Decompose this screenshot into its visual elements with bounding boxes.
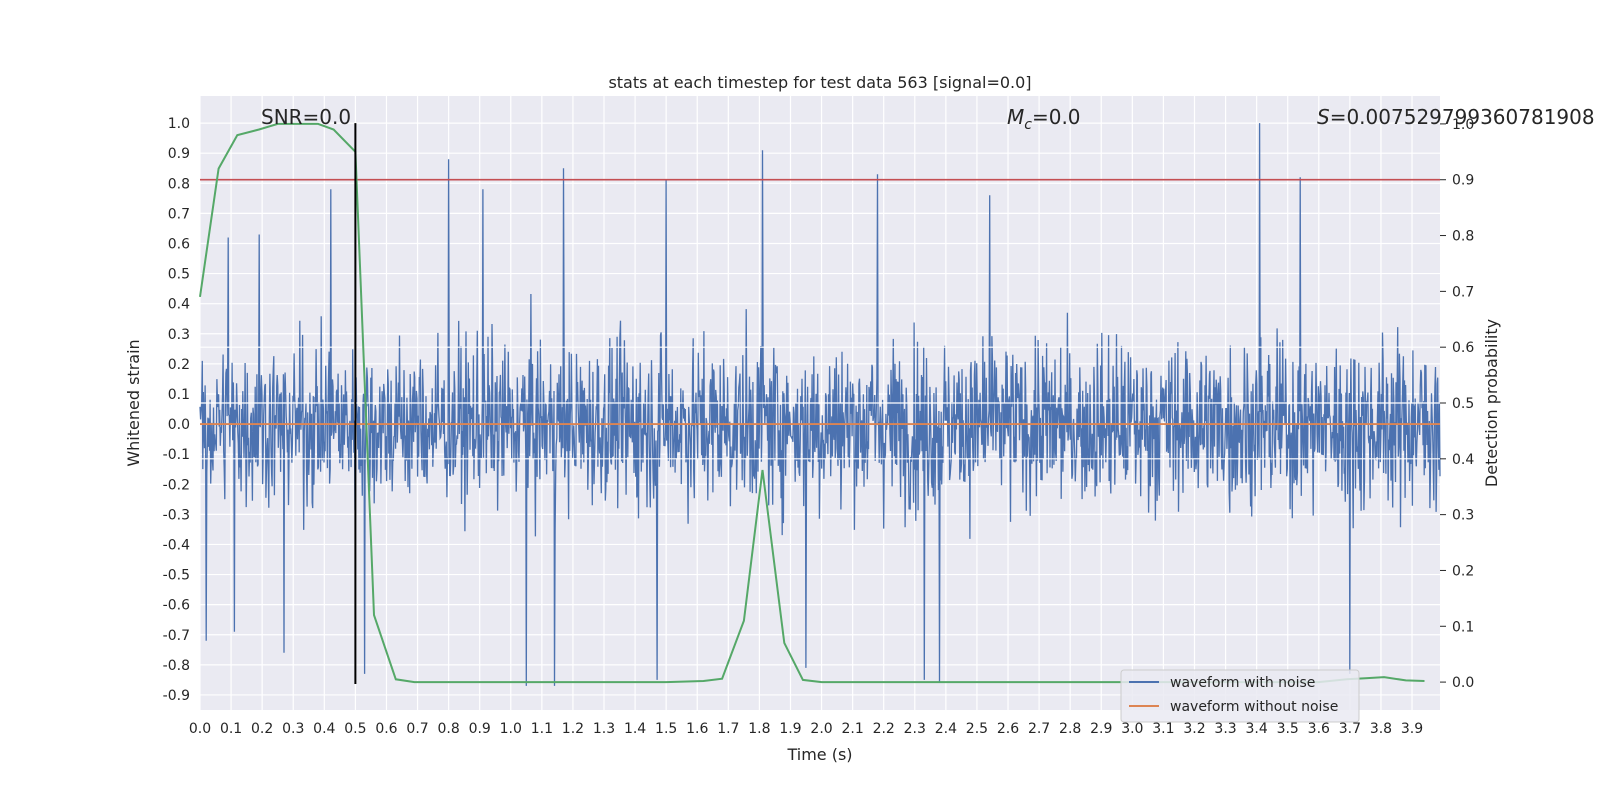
x-tick-label: 1.8: [748, 721, 770, 737]
x-tick-label: 3.7: [1339, 721, 1361, 737]
y-right-tick-label: 0.1: [1452, 619, 1474, 635]
legend-box: [1120, 669, 1360, 723]
x-tick-label: 2.4: [935, 721, 957, 737]
x-tick-label: 1.4: [624, 721, 646, 737]
y-right-tick-label: 1.0: [1452, 117, 1474, 133]
x-tick-label: 2.8: [1059, 721, 1081, 737]
x-tick-label: 1.7: [717, 721, 739, 737]
y-axis-label: Whitened strain: [124, 339, 143, 466]
y-right-axis-ticks: 1.0 0.9 0.8 0.7 0.6 0.5 0.4 0.3 0.2 0.1 0.0: [1440, 117, 1474, 691]
y-tick-label: -0.4: [163, 537, 190, 553]
x-tick-label: 0.5: [344, 721, 366, 737]
y-right-tick-label: 0.9: [1452, 173, 1474, 189]
y-tick-label: -0.5: [163, 568, 190, 584]
chirp-mass-symbol: M: [1007, 105, 1024, 129]
y-right-tick-label: 0.7: [1452, 284, 1474, 300]
x-tick-label: 2.9: [1090, 721, 1112, 737]
y-tick-label: 0.2: [168, 357, 190, 373]
legend-label-noise: waveform with noise: [1170, 675, 1315, 691]
x-tick-label: 1.1: [531, 721, 553, 737]
x-axis-ticks: 0.0 0.1 0.2 0.3 0.4 0.5 0.6 0.7 0.8 0.9 1.0 1.1 1.2 1…: [189, 721, 1423, 737]
y-tick-label: 0.3: [168, 327, 190, 343]
y-tick-label: 0.0: [168, 417, 190, 433]
x-tick-label: 2.6: [997, 721, 1019, 737]
x-tick-label: 1.3: [593, 721, 615, 737]
x-tick-label: 3.1: [1152, 721, 1174, 737]
x-tick-label: 3.8: [1370, 721, 1392, 737]
x-tick-label: 0.8: [437, 721, 459, 737]
s-annotation: S=0.007529799360781908: [1317, 105, 1595, 129]
y-tick-label: 0.8: [168, 176, 190, 192]
x-tick-label: 0.6: [375, 721, 397, 737]
x-tick-label: 0.2: [251, 721, 273, 737]
y-tick-label: -0.2: [163, 477, 190, 493]
y-tick-label: 0.1: [168, 387, 190, 403]
x-tick-label: 1.6: [686, 721, 708, 737]
chirp-mass-annotation: Mc=0.0: [1007, 105, 1081, 133]
y-tick-label: -0.6: [163, 598, 190, 614]
x-tick-label: 3.6: [1308, 721, 1330, 737]
y-right-axis-label: Detection probability: [1482, 319, 1501, 487]
x-tick-label: 0.4: [313, 721, 335, 737]
x-tick-label: 2.0: [810, 721, 832, 737]
chart-title: stats at each timestep for test data 563…: [608, 73, 1031, 92]
y-tick-label: -0.9: [163, 688, 190, 704]
y-right-tick-label: 0.0: [1452, 675, 1474, 691]
waveform-with-noise-series: [199, 123, 1441, 686]
y-right-tick-label: 0.4: [1452, 452, 1474, 468]
x-tick-label: 3.0: [1121, 721, 1143, 737]
noise-waveform-path: [199, 123, 1441, 686]
x-tick-label: 0.1: [220, 721, 242, 737]
y-axis-ticks: 1.0 0.9 0.8 0.7 0.6 0.5 0.4 0.3 0.2 0.1 0.0 -0.1 -0.…: [163, 116, 190, 704]
x-tick-label: 3.9: [1401, 721, 1423, 737]
x-tick-label: 1.5: [655, 721, 677, 737]
x-tick-label: 3.3: [1214, 721, 1236, 737]
x-axis-label: Time (s): [786, 745, 852, 764]
x-tick-label: 2.7: [1028, 721, 1050, 737]
y-right-tick-label: 0.3: [1452, 508, 1474, 524]
x-tick-label: 3.2: [1183, 721, 1205, 737]
y-tick-label: 0.5: [168, 267, 190, 283]
x-tick-label: 1.0: [500, 721, 522, 737]
x-tick-label: 0.9: [469, 721, 491, 737]
y-tick-label: -0.1: [163, 447, 190, 463]
s-value: =0.007529799360781908: [1330, 105, 1595, 129]
y-right-tick-label: 0.8: [1452, 229, 1474, 245]
y-right-tick-label: 0.2: [1452, 563, 1474, 579]
y-tick-label: 0.7: [168, 206, 190, 222]
right-axis-grid: [200, 346, 1440, 460]
y-tick-label: 0.9: [168, 146, 190, 162]
legend: waveform with noise waveform without noi…: [1120, 669, 1360, 723]
s-symbol: S: [1317, 105, 1330, 129]
x-tick-label: 0.0: [189, 721, 211, 737]
y-tick-label: -0.8: [163, 658, 190, 674]
y-tick-label: 0.6: [168, 236, 190, 252]
y-tick-label: 0.4: [168, 297, 190, 313]
x-tick-label: 2.5: [966, 721, 988, 737]
x-tick-label: 2.3: [904, 721, 926, 737]
x-tick-label: 3.4: [1246, 721, 1268, 737]
y-tick-label: 1.0: [168, 116, 190, 132]
y-tick-label: -0.7: [163, 628, 190, 644]
x-tick-label: 3.5: [1277, 721, 1299, 737]
x-tick-label: 0.7: [406, 721, 428, 737]
legend-label-clean: waveform without noise: [1170, 699, 1338, 715]
snr-annotation: SNR=0.0: [261, 105, 351, 129]
x-tick-label: 1.9: [779, 721, 801, 737]
x-tick-label: 2.1: [841, 721, 863, 737]
x-tick-label: 2.2: [873, 721, 895, 737]
y-tick-label: -0.3: [163, 507, 190, 523]
x-tick-label: 1.2: [562, 721, 584, 737]
y-right-tick-label: 0.5: [1452, 396, 1474, 412]
chirp-mass-subscript: c: [1024, 117, 1032, 133]
y-right-tick-label: 0.6: [1452, 340, 1474, 356]
x-tick-label: 0.3: [282, 721, 304, 737]
chirp-mass-value: =0.0: [1032, 105, 1081, 129]
